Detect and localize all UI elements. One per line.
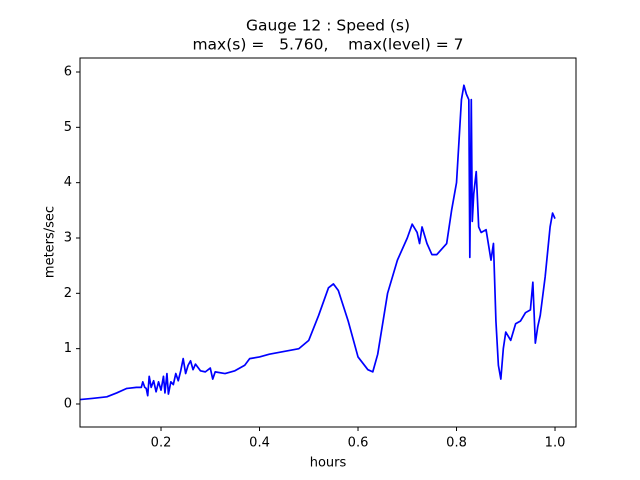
y-tick-label: 0 <box>64 396 72 411</box>
x-tick-label: 0.4 <box>249 436 270 451</box>
y-axis-label: meters/sec <box>43 206 58 278</box>
y-tick-label: 3 <box>64 230 72 245</box>
y-tick-label: 4 <box>64 175 72 190</box>
data-line <box>79 84 556 401</box>
chart-subtitle: max(s) = 5.760, max(level) = 7 <box>192 36 463 54</box>
y-tick-label: 2 <box>64 286 72 301</box>
x-tick-label: 0.2 <box>151 436 172 451</box>
y-tick-label: 1 <box>64 341 72 356</box>
x-axis-label: hours <box>310 456 347 471</box>
x-tick-label: 0.8 <box>446 436 467 451</box>
chart-title: Gauge 12 : Speed (s) <box>246 17 410 35</box>
x-tick-label: 0.6 <box>348 436 369 451</box>
x-tick-label: 1.0 <box>545 436 566 451</box>
y-tick-label: 6 <box>64 64 72 79</box>
plot-frame <box>79 57 577 428</box>
y-tick-label: 5 <box>64 120 72 135</box>
